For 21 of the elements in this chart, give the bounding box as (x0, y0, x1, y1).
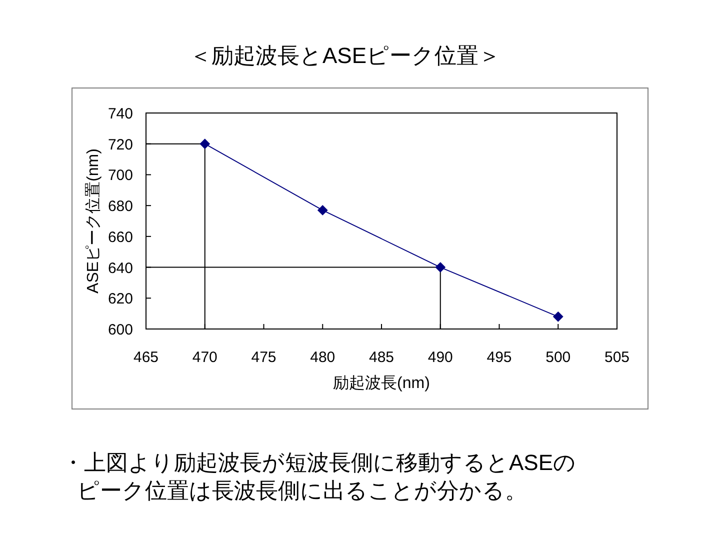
ytick-label: 740 (108, 106, 133, 122)
ytick-label: 620 (108, 290, 133, 308)
xtick-label: 470 (192, 349, 218, 366)
xtick-label: 480 (310, 349, 336, 366)
ylabel: ASEピーク位置(nm) (85, 148, 102, 294)
xtick-label: 500 (546, 349, 571, 366)
ytick-label: 640 (108, 260, 133, 277)
xtick-label: 505 (604, 349, 630, 366)
xtick-label: 495 (486, 349, 512, 366)
xtick-label: 485 (368, 349, 394, 366)
note: ・上図より励起波長が短波長側に移動するとASEのピーク位置は長波長側に出ることが分かる。 (62, 449, 578, 505)
ytick-label: 680 (108, 198, 133, 216)
xtick-label: 465 (133, 349, 159, 366)
xlabel: 励起波長(nm) (333, 375, 430, 392)
title: ＜励起波長とASEピーク位置＞ (189, 43, 501, 68)
ytick-label: 660 (108, 228, 133, 246)
ytick-label: 600 (108, 322, 133, 338)
ytick-label: 720 (108, 136, 133, 154)
ytick-label: 700 (108, 167, 133, 184)
xtick-label: 490 (428, 349, 453, 366)
xtick-label: 475 (251, 349, 276, 366)
